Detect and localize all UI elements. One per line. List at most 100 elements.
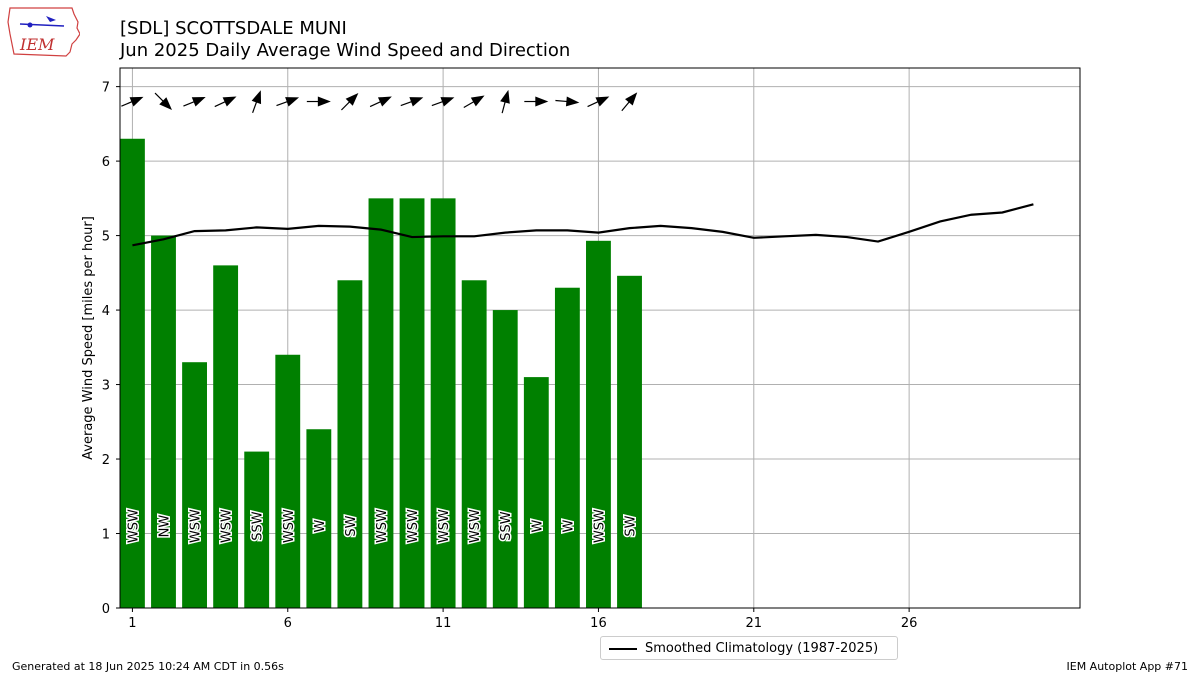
y-axis-label: Average Wind Speed [miles per hour] [81,216,96,460]
wind-arrow [431,97,455,107]
x-tick-label: 6 [284,616,292,631]
y-tick-label: 6 [102,155,110,170]
bar [492,310,518,608]
logo-flag-icon [46,16,56,22]
wind-arrow-head [317,96,331,107]
wind-arrow-head [625,92,638,106]
wind-arrow-head [377,96,392,107]
legend-label: Smoothed Climatology (1987-2025) [645,641,879,656]
iowa-outline-icon [7,7,80,57]
wind-arrow [400,97,424,107]
bar [337,280,363,608]
direction-labels-group: WSW NW WSW WSW SSW WSW W SW WSW WSW WSW WSW SSW W W WSW… [125,507,640,544]
y-tick-label: 3 [102,379,110,394]
wind-arrow-head [285,97,300,107]
x-tick-label: 16 [590,616,607,631]
bar [617,275,642,608]
wind-arrow [500,89,510,114]
wind-arrow-head [595,96,610,107]
climatology-line-group [132,203,1034,247]
y-tick-label: 1 [102,528,110,543]
direction-label: WSW [220,509,235,543]
wind-arrow [587,96,610,108]
bar [586,240,611,609]
wind-arrow-head [345,93,359,106]
wind-arrow [154,92,172,111]
y-tick-label: 2 [102,453,110,468]
bar [151,235,176,608]
iem-logo: IEM [7,7,80,57]
wind-arrow-head [129,96,144,107]
bars-group [120,138,642,609]
direction-label: SSW [251,511,266,541]
plot-frame [119,67,1081,609]
wind-arrow [121,96,144,107]
direction-label: W [530,519,545,532]
logo-wind-line-icon [19,23,65,27]
direction-label: WSW [406,509,421,543]
logo-station-icon [27,22,33,28]
logo-text: IEM [19,35,55,54]
direction-label: WSW [189,509,204,543]
direction-label: WSW [468,509,483,543]
wind-arrow-head [159,97,172,111]
direction-label: SW [344,515,359,536]
x-tick-label: 1 [128,616,136,631]
wind-arrows-group [121,89,638,114]
bar [554,287,580,608]
chart-title: [SDL] SCOTTSDALE MUNI [120,18,347,39]
bar [120,138,145,609]
direction-label: WSW [592,509,607,543]
wind-arrow-head [251,90,262,105]
wind-arrow-head [191,97,206,107]
bar [244,451,270,608]
wind-arrow [369,96,392,108]
wind-arrow-head [565,96,580,107]
direction-label: WSW [282,509,297,543]
bar [461,280,487,608]
wind-arrow [276,97,300,107]
wind-arrow-head [440,97,455,107]
wind-arrow-head [535,96,549,107]
wind-arrow [183,97,206,107]
app-credit: IEM Autoplot App #71 [1066,660,1189,673]
y-tick-label: 7 [102,81,110,96]
bar [430,198,456,608]
direction-label: WSW [375,509,390,543]
wind-arrow-head [222,96,237,107]
grid-lines [120,68,1080,609]
direction-label: NW [157,515,172,538]
bar [399,198,425,608]
y-tick-label: 5 [102,230,110,245]
wind-arrow-head [409,97,424,107]
direction-label: SSW [499,511,514,541]
wind-arrow [524,96,549,107]
direction-label: W [561,519,576,532]
chart-subtitle: Jun 2025 Daily Average Wind Speed and Di… [120,40,571,61]
x-tick-label: 21 [746,616,763,631]
wind-arrow-head [500,89,510,104]
wind-arrow [555,96,580,107]
wind-arrow [251,90,262,113]
bar [182,362,207,608]
legend: Smoothed Climatology (1987-2025) [600,636,898,660]
bar [368,198,394,608]
bar [523,377,549,608]
y-tick-label: 4 [102,304,110,319]
wind-arrow [463,95,485,109]
wind-arrow [621,92,638,112]
wind-arrow-head [470,95,485,107]
y-tick-label: 0 [102,602,110,617]
x-tick-label: 26 [901,616,918,631]
legend-line-swatch [609,648,637,650]
direction-label: W [313,519,328,532]
direction-label: SW [624,515,639,536]
wind-arrow [340,93,359,111]
generated-timestamp: Generated at 18 Jun 2025 10:24 AM CDT in… [12,660,284,673]
x-tick-label: 11 [435,616,452,631]
direction-label: WSW [126,509,141,543]
bar [213,265,239,608]
bar [306,429,332,608]
